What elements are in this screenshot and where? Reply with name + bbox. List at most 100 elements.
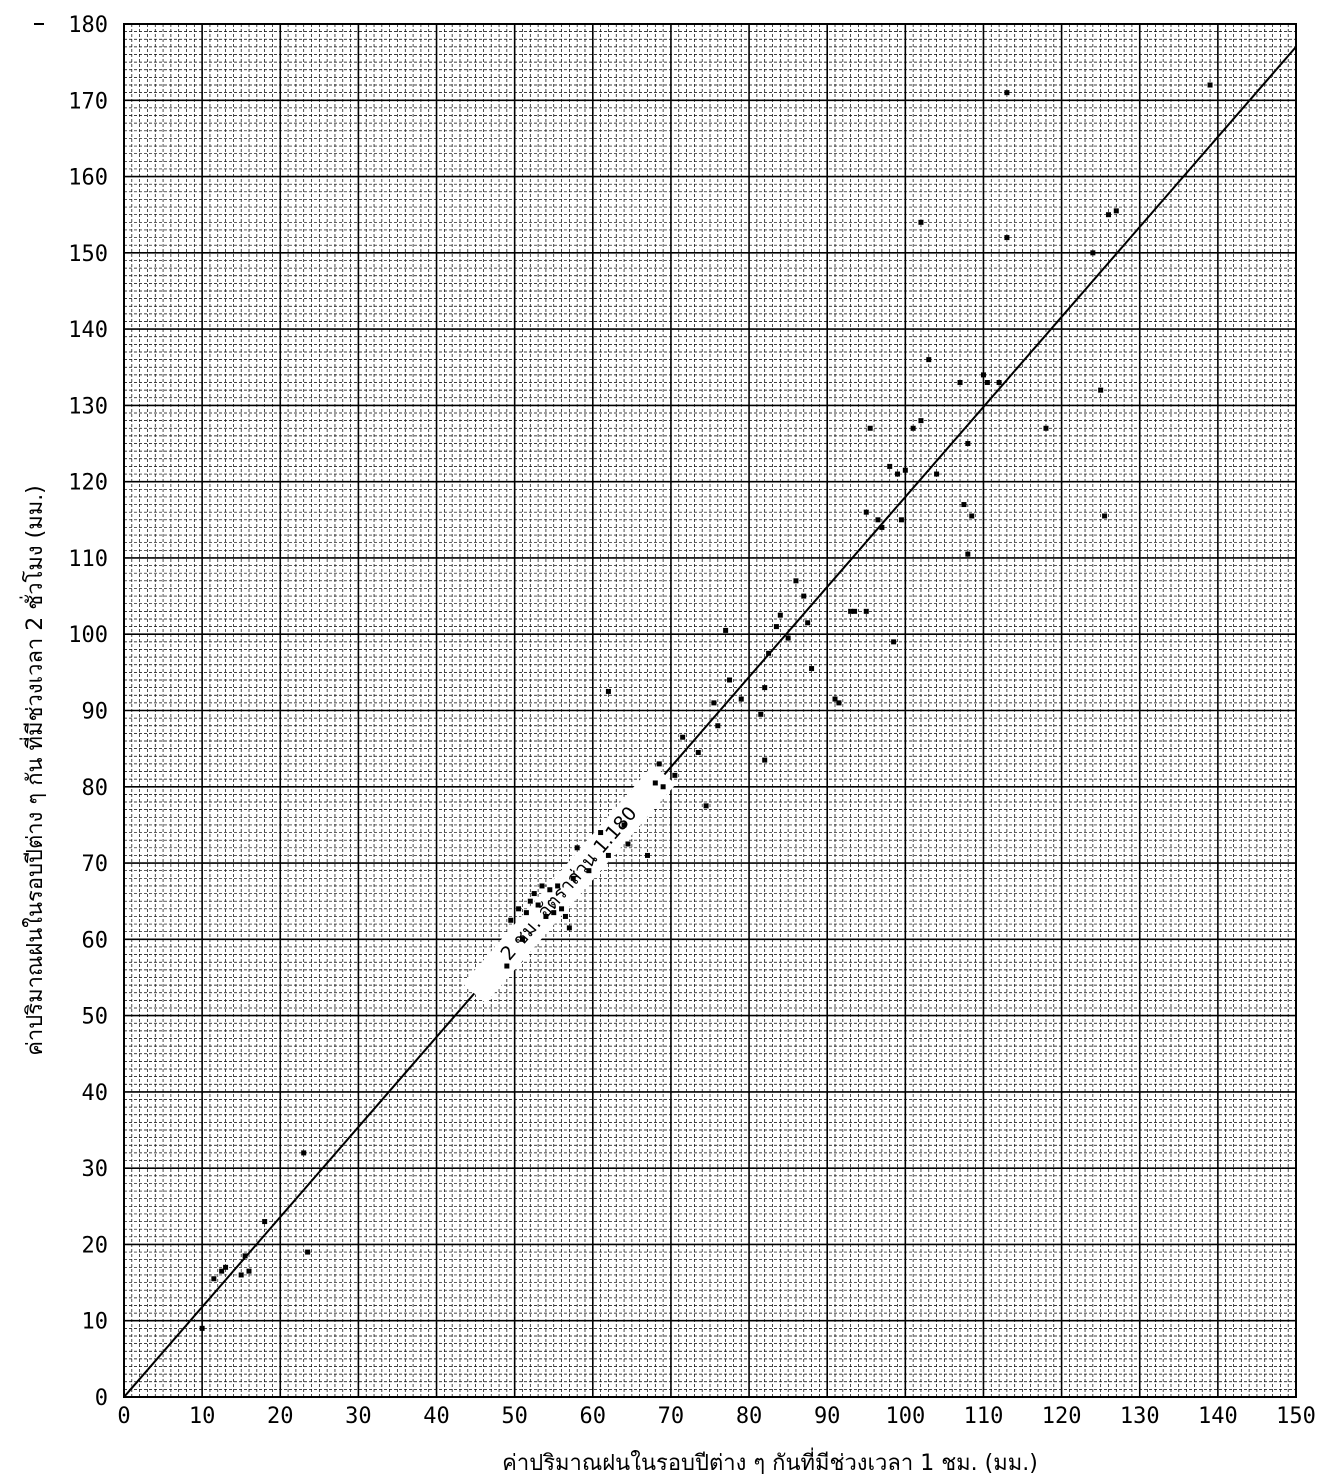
y-tick-label: 120 [68,471,108,496]
data-point [836,700,842,706]
data-point [570,875,576,881]
data-point [527,898,533,904]
y-tick-label: 0 [95,1386,108,1411]
x-tick-label: 120 [1042,1404,1082,1429]
data-point [562,913,568,919]
data-point [246,1268,252,1274]
ratio-reference-line [123,46,1297,1398]
data-point [957,380,963,386]
y-tick-label: 10 [82,1310,109,1335]
y-tick-label: 150 [68,242,108,267]
y-tick-label: 70 [82,852,109,877]
data-point [902,467,908,473]
y-tick-label: 60 [82,928,109,953]
data-point [1090,250,1096,256]
data-point [711,700,717,706]
data-point [801,593,807,599]
data-point [238,1272,244,1278]
data-point [535,902,541,908]
data-point [1004,235,1010,241]
data-point [785,635,791,641]
data-point [918,219,924,225]
data-point [625,841,631,847]
data-point [879,524,885,530]
y-tick-label: 90 [82,700,109,725]
y-tick-label: 140 [68,318,108,343]
y-tick-label: 40 [82,1081,109,1106]
ratio-line-label: 2 ชม. อัตราส่วน 1.180 [496,802,641,964]
y-axis-label: ค่าปริมาณฝนในรอบปีต่าง ๆ กัน ที่มีช่วงเว… [19,485,48,1056]
data-point [758,711,764,717]
data-point [926,357,932,363]
y-tick-label: 80 [82,776,109,801]
data-point [703,803,709,809]
data-point [652,780,658,786]
x-tick-label: 50 [501,1404,528,1429]
x-tick-label: 0 [117,1404,130,1429]
x-tick-label: 60 [580,1404,607,1429]
data-point [762,685,768,691]
x-tick-label: 90 [814,1404,841,1429]
x-tick-label: 30 [345,1404,372,1429]
data-point [543,913,549,919]
data-point [1105,212,1111,218]
data-point [695,749,701,755]
data-point [793,578,799,584]
data-point [887,463,893,469]
data-point [762,757,768,763]
data-point [598,830,604,836]
data-point [519,936,525,942]
data-point [211,1276,217,1282]
data-point [777,612,783,618]
data-point [1102,513,1108,519]
data-point [219,1268,225,1274]
data-point [852,608,858,614]
data-point [660,784,666,790]
data-point [809,666,815,672]
x-tick-label: 70 [658,1404,685,1429]
x-tick-label: 40 [423,1404,450,1429]
y-tick-label: 130 [68,394,108,419]
x-tick-label: 140 [1198,1404,1238,1429]
data-point [656,761,662,767]
data-point [586,868,592,874]
data-point [969,513,975,519]
data-point [551,910,557,916]
data-point [555,883,561,889]
y-tick-label: 170 [68,89,108,114]
data-point [223,1264,229,1270]
data-point [984,380,990,386]
data-point [867,425,873,431]
data-point [723,627,729,633]
y-tick-label: 160 [68,166,108,191]
data-point [559,906,565,912]
data-point [863,608,869,614]
data-point [805,620,811,626]
data-point [727,677,733,683]
data-point [523,910,529,916]
data-point [766,650,772,656]
data-points [199,82,1213,1331]
x-tick-label: 10 [189,1404,216,1429]
data-point [918,418,924,424]
data-point [672,772,678,778]
data-point [832,696,838,702]
data-point [961,502,967,508]
x-tick-label: 100 [885,1404,925,1429]
data-point [262,1219,268,1225]
y-tick-label: 100 [68,623,108,648]
data-point [1004,90,1010,96]
data-point [566,925,572,931]
data-point [605,688,611,694]
y-tick-label: 50 [82,1005,109,1030]
data-point [934,471,940,477]
data-point [1098,387,1104,393]
data-point [508,917,514,923]
data-point [301,1150,307,1156]
data-point [504,963,510,969]
axis-ticks: 0 10 20 30 40 50 60 70 80 90 100 110 120 130 140 150 0 10… [34,13,1316,1429]
data-point [644,852,650,858]
data-point [531,891,537,897]
plot-frame [123,23,1297,1398]
